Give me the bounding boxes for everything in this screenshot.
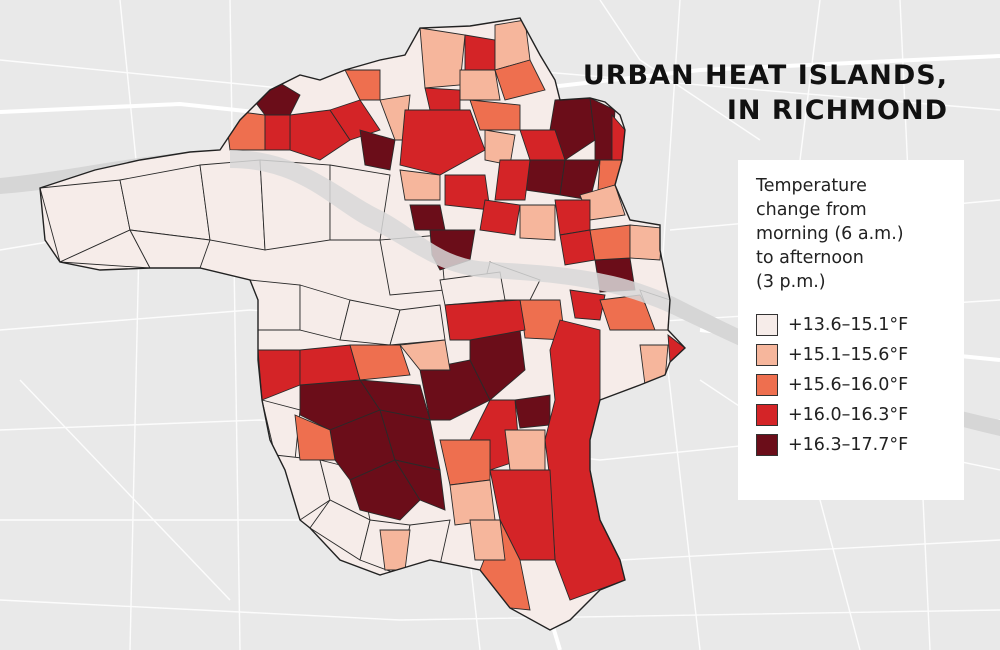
- legend-swatch: [756, 404, 778, 426]
- tract: [294, 414, 336, 461]
- map-title: URBAN HEAT ISLANDS, IN RICHMOND: [528, 58, 948, 128]
- tract: [519, 204, 556, 241]
- tract: [459, 69, 501, 101]
- tract: [399, 339, 451, 371]
- james-river-in-city: [230, 150, 680, 318]
- tract: [199, 159, 266, 251]
- tract: [524, 159, 566, 196]
- tract: [569, 289, 606, 321]
- tract: [399, 169, 441, 201]
- tract: [394, 459, 446, 511]
- legend-item: +16.0–16.3°F: [756, 402, 948, 428]
- tract: [409, 204, 446, 231]
- tract: [349, 344, 411, 381]
- legend-label: +16.0–16.3°F: [788, 405, 909, 425]
- tract: [349, 459, 421, 521]
- legend-heading-line: morning (6 a.m.): [756, 224, 904, 244]
- legend-heading-line: (3 p.m.): [756, 272, 826, 292]
- legend-heading-line: change from: [756, 200, 867, 220]
- city-boundary: [39, 17, 686, 631]
- tract: [424, 87, 461, 111]
- legend-label: +15.1–15.6°F: [788, 345, 909, 365]
- tract: [554, 199, 591, 236]
- tract: [449, 479, 496, 526]
- tract: [359, 129, 396, 171]
- tract: [469, 519, 506, 561]
- legend-item: +15.1–15.6°F: [756, 342, 948, 368]
- tract: [419, 359, 491, 421]
- legend-swatch: [756, 374, 778, 396]
- legend-swatch: [756, 434, 778, 456]
- tract: [589, 224, 631, 261]
- tract: [514, 394, 551, 429]
- legend-item: +13.6–15.1°F: [756, 312, 948, 338]
- tract: [444, 174, 491, 211]
- legend-item: +15.6–16.0°F: [756, 372, 948, 398]
- title-line-1: URBAN HEAT ISLANDS,: [582, 60, 948, 91]
- legend: Temperature change from morning (6 a.m.)…: [738, 160, 964, 500]
- legend-swatch: [756, 314, 778, 336]
- legend-heading-line: Temperature: [756, 176, 867, 196]
- legend-label: +13.6–15.1°F: [788, 315, 909, 335]
- title-line-2: IN RICHMOND: [726, 95, 948, 126]
- tract: [264, 114, 291, 151]
- legend-label: +16.3–17.7°F: [788, 435, 909, 455]
- tract: [559, 229, 596, 266]
- tract: [444, 299, 526, 341]
- legend-label: +15.6–16.0°F: [788, 375, 909, 395]
- tract: [629, 224, 663, 261]
- tract: [299, 344, 361, 386]
- tract: [329, 99, 381, 141]
- legend-items: +13.6–15.1°F +15.1–15.6°F +15.6–16.0°F +…: [756, 312, 948, 458]
- legend-heading: Temperature change from morning (6 a.m.)…: [756, 174, 948, 294]
- tract: [494, 159, 531, 201]
- legend-item: +16.3–17.7°F: [756, 432, 948, 458]
- tract: [399, 109, 486, 176]
- tract: [489, 469, 556, 561]
- legend-swatch: [756, 344, 778, 366]
- tract: [494, 59, 546, 101]
- tract: [479, 199, 521, 236]
- legend-heading-line: to afternoon: [756, 248, 864, 268]
- tract: [464, 34, 496, 71]
- tract: [379, 529, 411, 571]
- tract: [419, 27, 466, 89]
- tract: [504, 429, 546, 471]
